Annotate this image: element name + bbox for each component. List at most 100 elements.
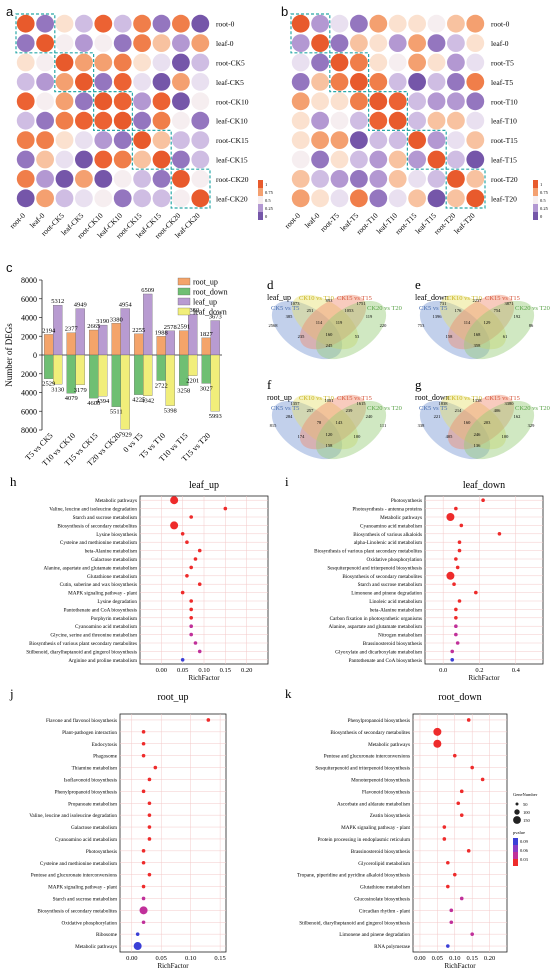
venn-count: 1338 [473, 398, 483, 403]
pathway-label: Photosynthesis [86, 849, 117, 855]
venn-count: 111 [380, 423, 386, 428]
venn-set [291, 394, 359, 450]
bar-leaf-down [188, 354, 198, 376]
heatmap-cell [311, 189, 329, 208]
heatmap-cell [408, 189, 426, 208]
pathway-label: Alanine, aspartate and glutamate metabol… [329, 624, 423, 630]
heatmap-cell [113, 73, 132, 91]
venn-count: 119 [336, 320, 343, 325]
venn-set-label: CK10 vs T10 [299, 295, 334, 302]
venn-count: 753 [418, 323, 426, 328]
x-tick-label: 0.4 [512, 667, 521, 674]
enrichment-dot [147, 837, 152, 841]
enrichment-dot [454, 607, 458, 612]
colorbar-segment [533, 180, 538, 188]
pathway-label: Pentose and glucuronate interconversions [31, 873, 117, 879]
heatmap-cell [330, 73, 349, 91]
venn-count: 1073 [291, 301, 301, 306]
data-label: 2529 [42, 381, 55, 388]
x-tick-label: 0.10 [185, 955, 196, 962]
venn-count: 1053 [345, 308, 355, 313]
x-tick-label: 0.2 [475, 667, 483, 674]
heatmap-cell [152, 73, 171, 91]
venn-count: 405 [446, 434, 454, 439]
heatmap-cell [408, 53, 426, 72]
venn-panel-d: d leaf_up CK5 vs T5 CK10 vs T10 CK15 vs T15 C… [255, 277, 403, 360]
legend-color-label: 0.06 [520, 848, 529, 853]
heatmap-cell [152, 150, 171, 169]
bar-root-up [134, 333, 144, 356]
pathway-label: MAPK signaling pathway - plant [341, 825, 410, 831]
bar-root-up [111, 323, 121, 356]
heatmap-cell [191, 131, 210, 150]
panel-label: k [285, 686, 292, 701]
deg-bar-panel: c 8000 6000 4000 2000 0 2000 4000 6000 8000 Numbe… [0, 258, 255, 480]
heatmap-cell [311, 92, 329, 111]
heatmap-cell [152, 111, 171, 130]
heatmap-cell [350, 92, 368, 111]
heatmap-cell [36, 73, 54, 91]
heatmap-cell [330, 92, 349, 111]
venn-count: 240 [366, 414, 374, 419]
enrichment-dot [433, 727, 442, 736]
heatmap-cell [94, 14, 113, 33]
heatmap-cell [408, 111, 426, 130]
legend-swatch [177, 307, 191, 316]
heatmap-cell [16, 53, 35, 72]
venn-panel-g: g root_down CK5 vs T5 CK10 vs T10 CK15 vs T1… [403, 377, 550, 460]
heatmap-cell [75, 73, 93, 91]
pathway-label: Isoflavonoid biosynthesis [64, 776, 117, 783]
pathway-label: Pentose and glucuronate interconversions [324, 754, 410, 760]
venn-set [271, 400, 343, 460]
venn-set [447, 294, 515, 350]
bar-leaf-down [165, 354, 175, 406]
row-label: leaf-CK5 [216, 78, 244, 87]
heatmap-cell [330, 189, 349, 208]
enrichment-dot [480, 777, 485, 782]
y-tick-label: 0 [33, 351, 37, 360]
chart-title: leaf_down [463, 480, 505, 491]
enrichment-dot [452, 872, 457, 877]
pathway-label: Glyoxylate and dicarboxylate metabolism [335, 649, 422, 655]
venn-count: 257 [307, 408, 315, 413]
bar-leaf-up [188, 313, 198, 356]
heatmap-cell [388, 189, 407, 208]
venn-count: 754 [494, 308, 502, 313]
legend-color-segment [513, 845, 518, 852]
venn-set-label: CK5 vs T5 [271, 305, 299, 312]
venn-count: 338 [418, 423, 426, 428]
pathway-label: Stilbenoid, diarylheptanoid and gingerol… [26, 649, 137, 655]
x-axis-title: RichFactor [444, 962, 476, 970]
heatmap-cell [191, 189, 210, 208]
venn-set [291, 294, 359, 350]
heatmap-cell [55, 111, 74, 130]
venn-count: 176 [455, 308, 463, 313]
x-tick-label: 0.20 [241, 667, 252, 674]
heatmap-cell [447, 131, 465, 150]
venn-count: 221 [434, 414, 441, 419]
heatmap-cell [427, 14, 446, 33]
y-tick-label: 2000 [21, 370, 37, 379]
enrichment-dot [455, 565, 460, 570]
enrichment-dot [133, 942, 142, 951]
heatmap-cell [55, 53, 74, 72]
x-tick-label: 0.10 [449, 955, 460, 962]
panel-label: f [267, 380, 272, 392]
heatmap-cell [330, 34, 349, 52]
pathway-label: Cutin, suberine and wax biosynthesis [60, 582, 137, 588]
heatmap-cell [466, 111, 485, 130]
heatmap-cell [55, 92, 74, 111]
x-axis-title: RichFactor [468, 674, 500, 682]
heatmap-cell [466, 34, 485, 52]
pathway-label: Sesquiterpenoid and triterpenoid biosynt… [327, 565, 422, 571]
heatmap-cell [94, 170, 113, 188]
heatmap-cell [152, 14, 171, 33]
heatmap-panel-b: b root-0 leaf-0 root-T5 leaf-T5 root-T10 leaf… [275, 0, 550, 258]
heatmap-cell [466, 131, 485, 150]
data-label: 4600 [87, 400, 100, 407]
venn-count: 214 [455, 408, 463, 413]
venn-set [419, 300, 491, 360]
venn-count: 284 [286, 414, 294, 419]
panel-label: i [285, 474, 289, 489]
heatmap-cell [172, 111, 190, 130]
